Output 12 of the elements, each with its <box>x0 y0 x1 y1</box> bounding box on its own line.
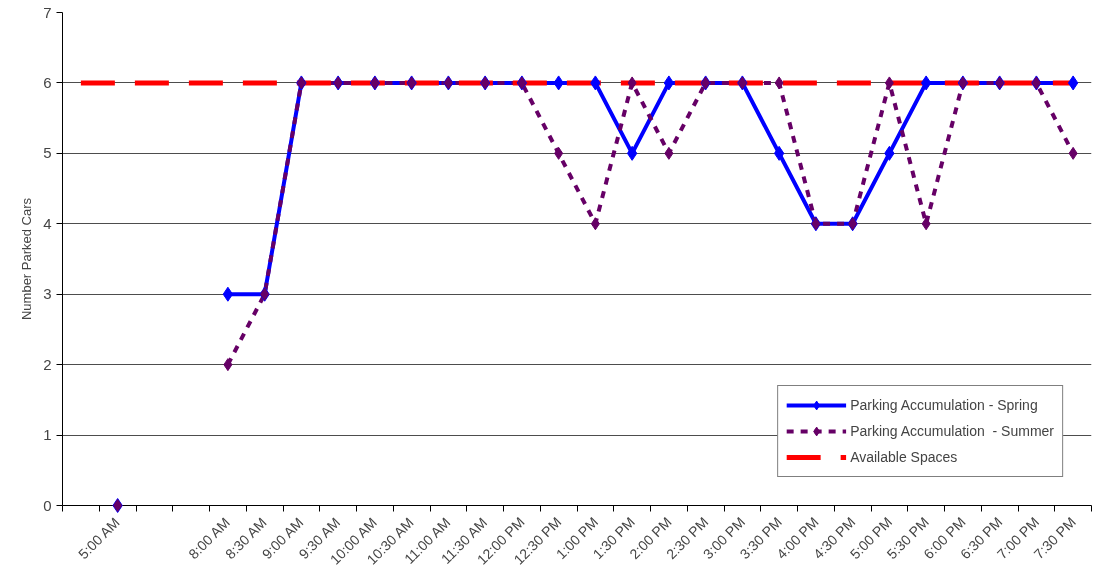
legend-label: Available Spaces <box>850 448 958 467</box>
y-tick-label: 1 <box>43 426 52 444</box>
y-tick-label: 4 <box>43 214 52 232</box>
y-axis-title: Number Parked Cars <box>19 197 35 321</box>
y-tick-label: 7 <box>43 3 52 21</box>
y-tick-label: 5 <box>43 144 52 162</box>
y-tick-label: 0 <box>43 496 52 514</box>
y-tick-label: 3 <box>43 285 52 303</box>
legend-label: Parking Accumulation - Summer <box>850 422 1054 441</box>
y-tick-label: 2 <box>43 355 52 373</box>
y-tick-label: 6 <box>43 73 52 91</box>
legend-label: Parking Accumulation - Spring <box>850 396 1038 415</box>
